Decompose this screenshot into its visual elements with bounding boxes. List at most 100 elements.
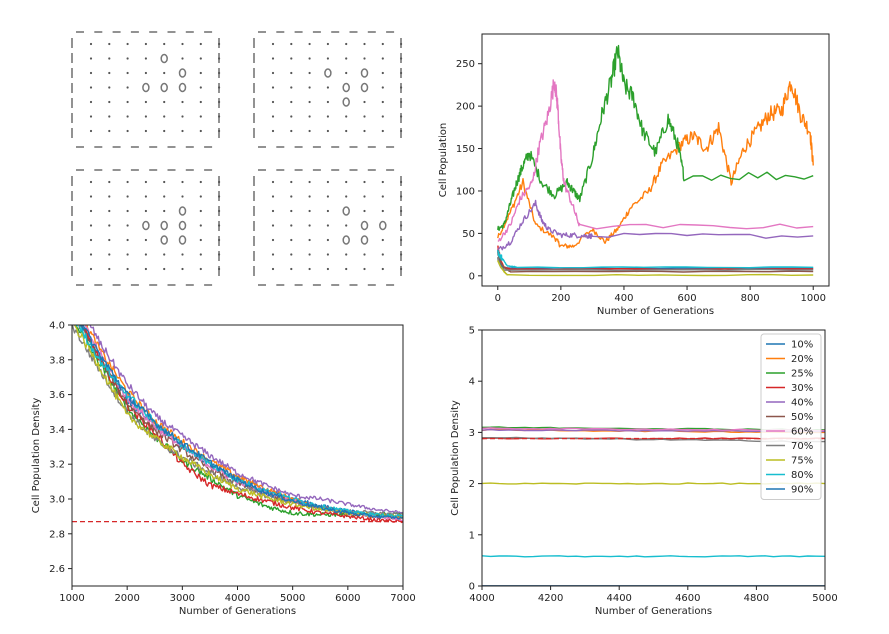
y-tick-label: 3 [469, 428, 475, 439]
grid-cell-dead [308, 115, 311, 118]
y-tick-label: 0 [469, 582, 475, 593]
grid-cell-dead [199, 180, 202, 184]
y-tick-label: 4 [469, 377, 475, 388]
grid-cell-alive [342, 97, 350, 107]
grid-cell-alive [178, 220, 187, 231]
grid-cell-alive [324, 68, 332, 78]
series-line-30pct [497, 245, 814, 271]
x-tick-label: 1000 [59, 593, 84, 604]
grid-cell-dead [400, 195, 403, 198]
grid-cell-dead [181, 129, 184, 133]
grid-cell-dead [181, 115, 184, 118]
grid-cell-dead [381, 42, 384, 46]
grid-cell-dead [381, 100, 384, 104]
grid-cell-dead [181, 180, 184, 184]
series-line-80pct [497, 249, 814, 269]
grid-cell-dead [290, 224, 293, 227]
grid-cell-dead [363, 129, 366, 133]
series-line-10pct [82, 325, 403, 518]
legend-label: 90% [791, 485, 813, 496]
chart-frame [481, 329, 826, 587]
grid-cell-dead [271, 180, 275, 184]
grid-cell-dead [126, 42, 129, 46]
grid-cell-dead [381, 57, 384, 60]
grid-cell-dead [400, 129, 403, 133]
x-tick-label: 1000 [801, 293, 826, 304]
grid-cell-dead [381, 86, 384, 89]
grid-cell-dead [108, 195, 111, 198]
legend-label: 80% [791, 470, 813, 481]
grid-cell-dead [199, 224, 202, 227]
grid-cell-dead [144, 100, 147, 104]
grid-cell-dead [89, 267, 93, 271]
grid-cell-dead [126, 180, 129, 184]
y-tick-label: 3.2 [49, 460, 65, 471]
series-line-75pct [72, 325, 403, 519]
grid-cell-dead [218, 115, 221, 118]
y-tick-label: 3.4 [49, 425, 65, 436]
grid-cell-dead [326, 209, 329, 213]
x-tick-label: 5000 [812, 593, 837, 604]
legend-label: 50% [791, 412, 813, 423]
series-line-40pct [497, 199, 814, 251]
y-axis-label: Cell Population Density [31, 398, 42, 514]
y-tick-label: 3.0 [49, 495, 65, 506]
x-tick-label: 6000 [335, 593, 360, 604]
series-line-10pct [497, 249, 814, 270]
grid-cell-alive [178, 206, 187, 216]
grid-cell-dead [308, 86, 311, 89]
series-line-70pct [72, 325, 403, 517]
grid-cell-alive [360, 220, 369, 231]
legend-label: 75% [791, 456, 813, 467]
grid-cell-alive [160, 220, 168, 231]
grid-cell-dead [181, 267, 184, 271]
grid-cell-dead [218, 100, 221, 104]
x-tick-label: 7000 [390, 593, 415, 604]
grid-cell-dead [381, 267, 384, 271]
x-tick-label: 0 [495, 293, 501, 304]
grid-cell-dead [400, 86, 403, 89]
grid-cell-dead [199, 86, 202, 89]
series-line-20pct [497, 81, 814, 249]
grid-cell-dead [126, 238, 129, 242]
grid-cell-dead [89, 57, 93, 60]
x-axis-label: Number of Generations [179, 606, 296, 617]
grid-cell-dead [144, 115, 147, 118]
grid-cell-dead [199, 195, 202, 198]
grid-cell-dead [271, 253, 275, 256]
grid-cell-dead [271, 71, 275, 75]
grid-cell-dead [400, 115, 403, 118]
grid-cell-dead [199, 115, 202, 118]
grid-cell-dead [381, 195, 384, 198]
grid-cell-dead [271, 209, 275, 213]
grid-cell-dead [89, 195, 93, 198]
grid-cell-alive [379, 220, 387, 231]
x-tick-label: 3000 [170, 593, 195, 604]
grid-cell-dead [290, 267, 293, 271]
grid-cell-dead [108, 224, 111, 227]
grid-cell-dead [126, 86, 129, 89]
grid-cell-dead [126, 209, 129, 213]
grid-cell-dead [199, 57, 202, 60]
legend-box [760, 333, 822, 500]
chart-plot-area [72, 325, 403, 524]
grid-cell-dead [271, 86, 275, 89]
grid-cell-dead [89, 71, 93, 75]
grid-cell-dead [345, 57, 348, 60]
grid-cell-dead [308, 180, 311, 184]
grid-cell-dead [308, 129, 311, 133]
series-line-25pct [75, 325, 403, 518]
grid-cell-dead [326, 267, 329, 271]
grid-cell-dead [271, 267, 275, 271]
series-line-40pct [89, 325, 403, 514]
grid-cell-dead [199, 129, 202, 133]
grid-cell-dead [163, 195, 166, 198]
chart-2: 4000 4200 4400 4600 4800 5000 0 1 2 3 4 5 Number of … [450, 326, 838, 618]
y-tick-label: 50 [462, 229, 475, 240]
grid-cell-alive [342, 206, 350, 216]
grid-cell-dead [163, 253, 166, 256]
grid-cell-dead [400, 180, 403, 184]
grid-cell-dead [163, 71, 166, 75]
grid-cell-dead [108, 238, 111, 242]
grid-cell-dead [108, 100, 111, 104]
